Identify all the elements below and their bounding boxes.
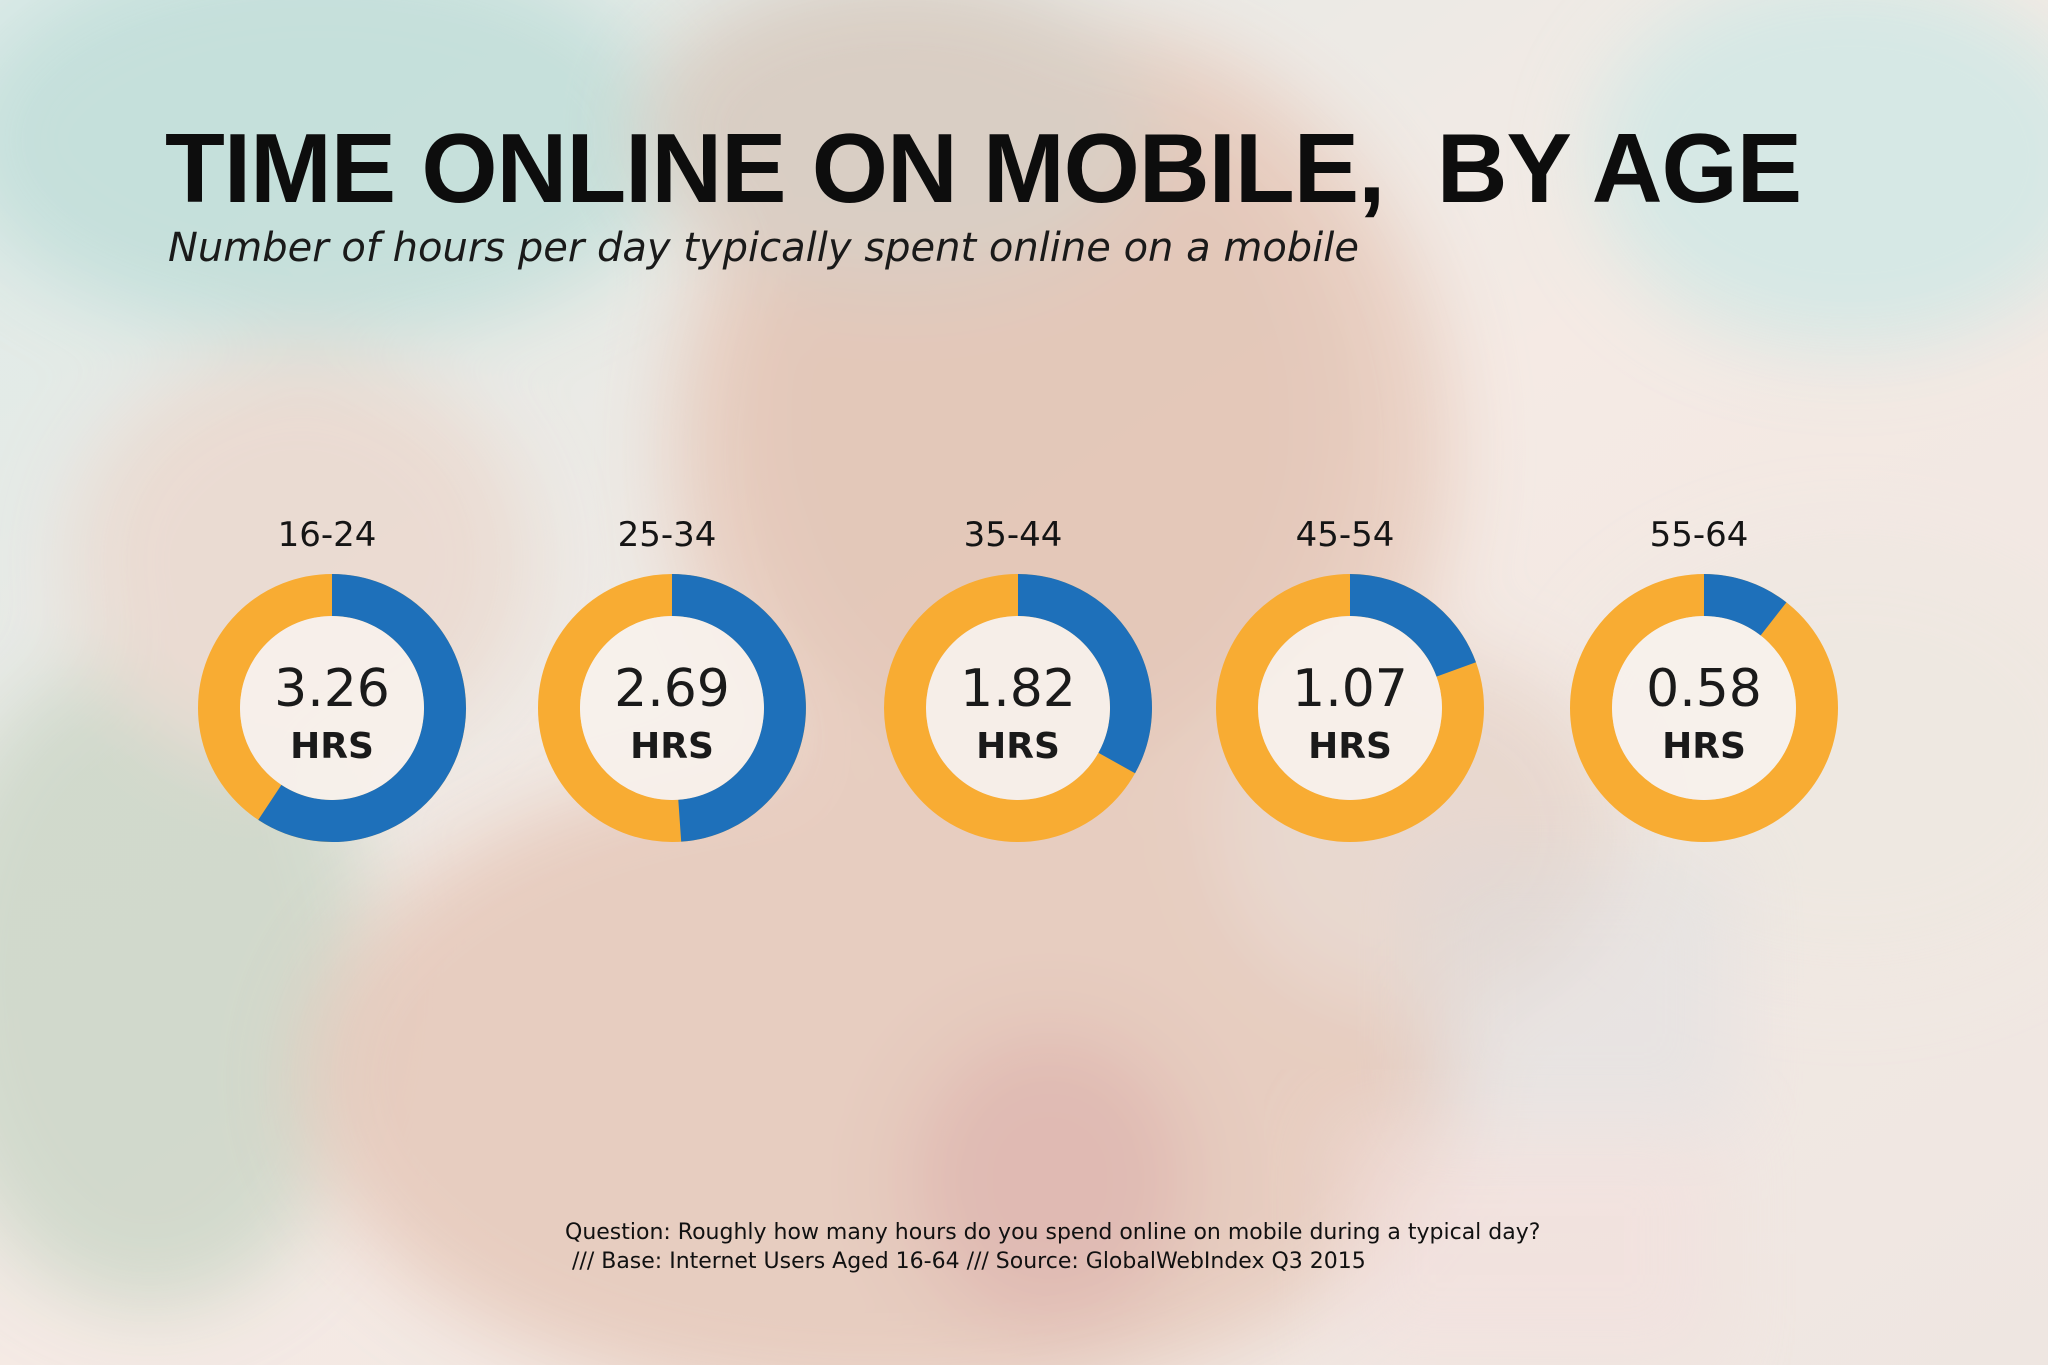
age-label: 16-24 (278, 515, 377, 555)
value-label: 1.07 (1292, 659, 1408, 719)
donut-center (1258, 616, 1442, 800)
age-label: 25-34 (618, 515, 717, 555)
donut-value-arc (671, 574, 806, 842)
donut-value-arc (1703, 574, 1787, 636)
age-label: 35-44 (964, 515, 1063, 555)
donut-value-arc (1349, 574, 1476, 678)
unit-label: HRS (1308, 726, 1392, 767)
unit-label: HRS (976, 726, 1060, 767)
value-label: 2.69 (614, 659, 730, 719)
unit-label: HRS (1662, 726, 1746, 767)
donut-45-54: 45-54 1.07 HRS (1216, 515, 1484, 842)
footnote-question: Question: Roughly how many hours do you … (565, 1220, 1541, 1245)
age-label: 55-64 (1650, 515, 1749, 555)
value-label: 0.58 (1646, 659, 1762, 719)
page-title: TIME ONLINE ON MOBILE, BY AGE (165, 113, 1802, 223)
donut-35-44: 35-44 1.82 HRS (884, 515, 1152, 842)
donut-center (240, 616, 424, 800)
age-label: 45-54 (1296, 515, 1395, 555)
donut-25-34: 25-34 2.69 HRS (538, 515, 806, 842)
donut-value-arc (258, 574, 466, 842)
value-label: 3.26 (274, 659, 390, 719)
donut-16-24: 16-24 3.26 HRS (198, 515, 466, 842)
donut-center (926, 616, 1110, 800)
donut-center (580, 616, 764, 800)
donut-value-arc (1017, 574, 1152, 774)
donut-55-64: 55-64 0.58 HRS (1570, 515, 1838, 842)
page-subtitle: Number of hours per day typically spent … (168, 225, 1360, 271)
value-label: 1.82 (960, 659, 1076, 719)
unit-label: HRS (630, 726, 714, 767)
source-footnote: Question: Roughly how many hours do you … (565, 1218, 1540, 1276)
footnote-source: /// Base: Internet Users Aged 16-64 /// … (565, 1249, 1366, 1274)
unit-label: HRS (290, 726, 374, 767)
donut-center (1612, 616, 1796, 800)
